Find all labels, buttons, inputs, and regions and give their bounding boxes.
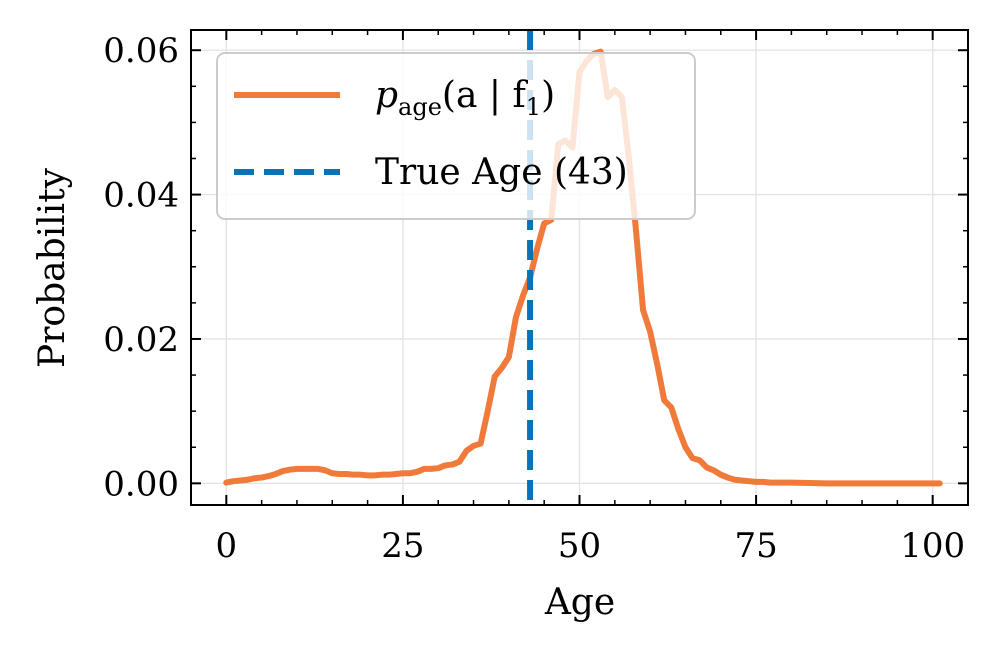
legend-label-base: p	[375, 75, 398, 116]
y-axis-label: Probability	[32, 167, 73, 368]
y-tick-label: 0.06	[103, 31, 179, 71]
series-line-age-distribution	[223, 48, 943, 487]
legend-label-true-age: True Age (43)	[375, 152, 628, 193]
legend-label-subscript-2: 1	[526, 93, 541, 121]
tick-labels: 0 25 50 75 100 0.00 0.02 0.04 0.06	[103, 31, 965, 566]
x-tick-label: 25	[381, 526, 424, 566]
ticks	[191, 30, 968, 505]
x-tick-label: 0	[215, 526, 237, 566]
legend-label-subscript: age	[398, 93, 442, 121]
legend-label-end: )	[541, 75, 555, 116]
legend: page(a | f1) True Age (43)	[216, 52, 696, 220]
legend-label-age-distribution: page(a | f1)	[375, 75, 555, 121]
y-tick-label: 0.02	[103, 320, 179, 360]
x-tick-label: 50	[558, 526, 601, 566]
x-tick-label: 75	[734, 526, 777, 566]
y-tick-label: 0.04	[103, 176, 179, 216]
x-tick-label: 100	[900, 526, 965, 566]
y-tick-label: 0.00	[103, 464, 179, 504]
legend-label-rest: (a | f	[442, 75, 529, 116]
x-axis-label: Age	[544, 582, 615, 623]
